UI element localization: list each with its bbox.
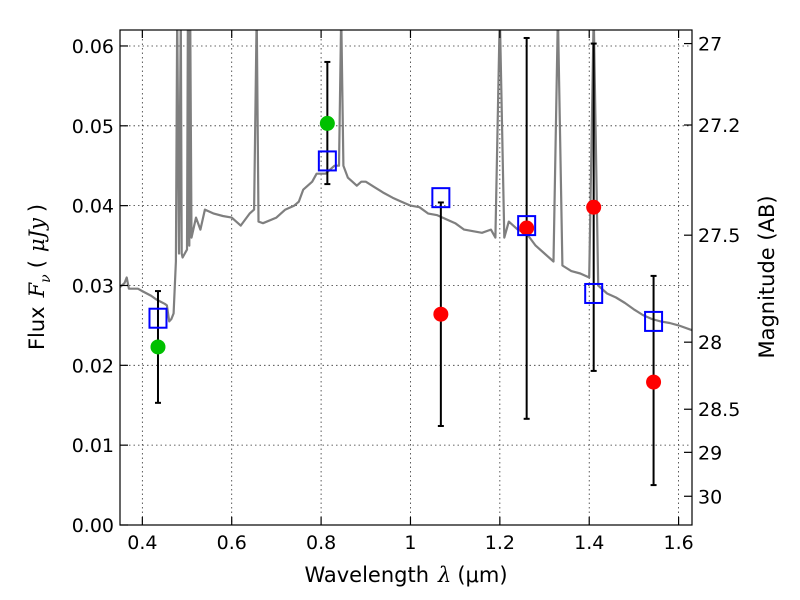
- data-circle-point: [586, 199, 602, 215]
- x-tick-label: 1: [404, 532, 416, 554]
- x-axis-label-text: Wavelength: [304, 563, 429, 587]
- data-circle-point: [433, 306, 449, 322]
- y2-tick-label: 28.5: [698, 399, 740, 421]
- x-tick-label: 0.6: [217, 532, 247, 554]
- x-axis-label-unit: (μm): [457, 563, 507, 587]
- y2-tick-label: 27: [698, 34, 722, 56]
- plot-area: [120, 30, 692, 525]
- x-tick-label: 1.6: [663, 532, 693, 554]
- y2-tick-label: 27.5: [698, 225, 740, 247]
- y-axis-label-unit: μJy: [25, 217, 49, 252]
- y2-tick-label: 30: [698, 486, 722, 508]
- y-tick-label: 0.02: [72, 355, 114, 377]
- x-axis-label-symbol: λ: [437, 563, 451, 587]
- y-tick-label: 0.06: [72, 36, 114, 58]
- y2-tick-label: 29: [698, 442, 722, 464]
- x-axis-label: Wavelength λ (μm): [304, 563, 507, 587]
- y-axis-label-symbol-sub: ν: [38, 274, 54, 283]
- y-tick-label: 0.00: [72, 515, 114, 537]
- model-square-point: [148, 307, 168, 329]
- model-square-point: [584, 282, 604, 304]
- y-tick-label: 0.03: [72, 275, 114, 297]
- x-tick-label: 0.8: [306, 532, 336, 554]
- model-square-point: [644, 310, 664, 332]
- plot-frame: [119, 29, 693, 526]
- y-tick-label: 0.04: [72, 196, 114, 218]
- x-tick-label: 1.4: [574, 532, 604, 554]
- axis-tick-labels: 0.4 0.6 0.8 1 1.2 1.4 1.6 0.00 0.01 0.02 0.03 0.04 0…: [72, 34, 741, 554]
- y-axis-label: FluxFν(μJy): [25, 204, 54, 350]
- y2-axis-label: Magnitude (AB): [755, 195, 779, 358]
- data-circle-point: [319, 115, 335, 131]
- y2-tick-label: 28: [698, 332, 722, 354]
- data-circle-point: [646, 374, 662, 390]
- y-tick-label: 0.01: [72, 435, 114, 457]
- model-square-point: [517, 215, 537, 237]
- x-tick-label: 0.4: [127, 532, 157, 554]
- y-axis-label-symbol: F: [25, 281, 49, 298]
- data-circle-point: [519, 220, 535, 236]
- x-tick-label: 1.2: [485, 532, 515, 554]
- markers: [148, 115, 664, 390]
- model-square-point: [317, 150, 337, 172]
- axis-ticks: [120, 30, 692, 526]
- y2-tick-label: 27.2: [698, 115, 740, 137]
- grid: [120, 30, 692, 526]
- y-axis-label-text: Flux: [25, 306, 49, 350]
- model-square-point: [431, 187, 451, 209]
- y-tick-label: 0.05: [72, 116, 114, 138]
- data-circle-point: [150, 339, 166, 355]
